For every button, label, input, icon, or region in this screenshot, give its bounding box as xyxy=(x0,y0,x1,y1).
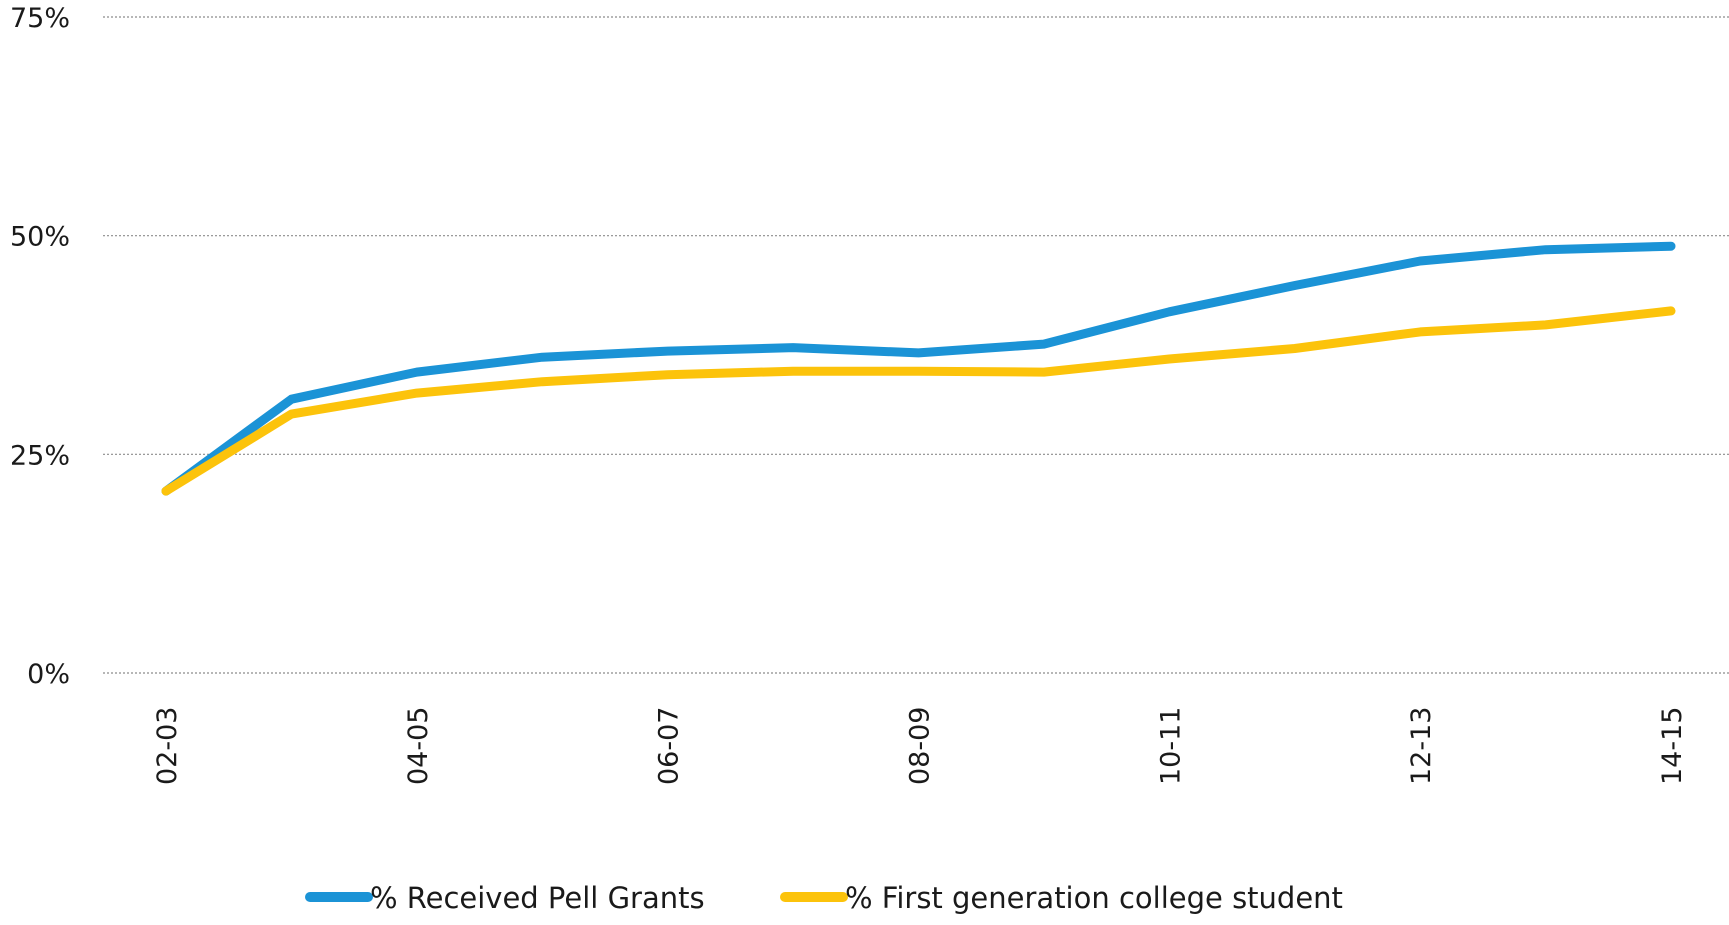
y-axis-tick-labels: 0% 25% 50% 75% xyxy=(10,3,70,690)
x-tick-label: 04-05 xyxy=(403,707,434,785)
x-tick-label: 14-15 xyxy=(1657,707,1688,785)
y-tick-label: 75% xyxy=(10,3,70,34)
y-tick-label: 25% xyxy=(10,440,70,471)
x-tick-label: 10-11 xyxy=(1155,707,1186,785)
y-tick-label: 0% xyxy=(27,659,70,690)
legend-label-2: % First generation college student xyxy=(845,881,1343,915)
gridlines xyxy=(103,16,1729,674)
x-tick-label: 02-03 xyxy=(152,707,183,785)
series-line-2 xyxy=(161,306,1676,496)
x-tick-label: 08-09 xyxy=(905,707,936,785)
x-tick-label: 12-13 xyxy=(1406,707,1437,785)
legend: % Received Pell Grants % First generation… xyxy=(305,881,1343,915)
y-tick-label: 50% xyxy=(10,222,70,253)
legend-label-1: % Received Pell Grants xyxy=(370,881,705,915)
series-lines xyxy=(161,241,1676,496)
x-axis-tick-labels: 02-03 04-05 06-07 08-09 10-11 12-13 14-15 xyxy=(152,707,1688,785)
x-tick-label: 06-07 xyxy=(654,707,685,785)
